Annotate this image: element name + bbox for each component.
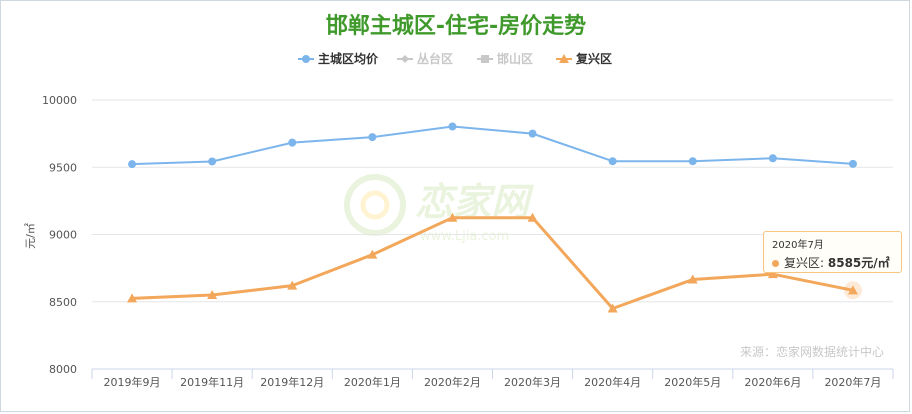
legend-label: 邯山区 bbox=[497, 51, 533, 66]
data-point bbox=[687, 274, 698, 284]
data-point bbox=[528, 129, 537, 138]
series-line bbox=[131, 216, 854, 310]
circle-icon bbox=[302, 55, 310, 63]
data-point bbox=[847, 285, 858, 295]
x-tick-label: 2019年12月 bbox=[260, 375, 324, 389]
data-point bbox=[447, 212, 458, 222]
x-tick-label: 2020年6月 bbox=[744, 375, 801, 389]
data-point bbox=[767, 269, 778, 279]
legend-label: 复兴区 bbox=[575, 51, 612, 66]
legend-item[interactable]: 邯山区 bbox=[477, 51, 533, 66]
data-point bbox=[688, 157, 697, 166]
data-point bbox=[127, 293, 138, 303]
x-tick-label: 2020年1月 bbox=[344, 375, 401, 389]
series-line bbox=[132, 125, 854, 166]
tooltip-value: 8585元/㎡ bbox=[827, 256, 890, 270]
watermark-logo-icon bbox=[344, 174, 406, 236]
tooltip-series-name: 复兴区: bbox=[784, 256, 825, 270]
y-tick-label: 8000 bbox=[49, 363, 77, 376]
data-point bbox=[607, 303, 618, 313]
legend[interactable]: 主城区均价 丛台区 邯山区 复兴区 bbox=[298, 51, 612, 66]
data-point bbox=[128, 160, 137, 169]
data-point bbox=[368, 133, 377, 142]
y-tick-label: 10000 bbox=[42, 94, 77, 107]
hover-halo bbox=[843, 281, 862, 300]
y-tick-label: 9000 bbox=[49, 229, 77, 242]
y-axis-label: 元/㎡ bbox=[24, 223, 37, 249]
y-axis: 8000 8500 9000 9500 10000 bbox=[42, 94, 77, 376]
legend-item[interactable]: 主城区均价 bbox=[298, 51, 379, 66]
data-point bbox=[608, 157, 617, 166]
series bbox=[127, 122, 862, 313]
x-tick-label: 2020年7月 bbox=[824, 375, 881, 389]
data-point bbox=[208, 157, 217, 166]
y-tick-label: 9500 bbox=[49, 161, 77, 174]
data-point bbox=[848, 159, 857, 168]
tooltip-series-dot-icon bbox=[772, 260, 779, 267]
data-point bbox=[527, 212, 538, 222]
triangle-icon bbox=[559, 54, 569, 63]
tooltip-title: 2020年7月 bbox=[772, 240, 824, 251]
tooltip: 2020年7月 复兴区: 8585元/㎡ bbox=[763, 231, 902, 273]
grid bbox=[92, 99, 893, 303]
legend-label: 主城区均价 bbox=[318, 51, 379, 66]
data-point bbox=[367, 249, 378, 259]
square-icon bbox=[481, 55, 489, 63]
diamond-icon bbox=[401, 55, 409, 63]
data-point bbox=[768, 154, 777, 163]
legend-item[interactable]: 复兴区 bbox=[556, 51, 612, 66]
legend-item[interactable]: 丛台区 bbox=[397, 51, 453, 66]
watermark: 恋家网 www.Ljia.com bbox=[344, 174, 534, 244]
x-tick-label: 2019年11月 bbox=[180, 375, 244, 389]
x-tick-label: 2019年9月 bbox=[104, 375, 161, 389]
x-tick-label: 2020年4月 bbox=[584, 375, 641, 389]
data-point bbox=[288, 138, 297, 147]
x-tick-label: 2020年5月 bbox=[664, 375, 721, 389]
watermark-url: www.Ljia.com bbox=[420, 229, 509, 244]
legend-label: 丛台区 bbox=[417, 51, 453, 66]
x-tick-label: 2020年3月 bbox=[504, 375, 561, 389]
source-note: 来源：恋家网数据统计中心 bbox=[740, 344, 884, 359]
data-point bbox=[287, 280, 298, 290]
x-axis: 2019年9月 2019年11月 2019年12月 2020年1月 2020年2月 202… bbox=[91, 368, 894, 389]
data-point bbox=[448, 122, 457, 131]
data-point bbox=[207, 290, 218, 300]
y-tick-label: 8500 bbox=[49, 296, 77, 309]
x-tick-label: 2020年2月 bbox=[424, 375, 481, 389]
chart-title: 邯郸主城区-住宅-房价走势 bbox=[326, 13, 586, 39]
